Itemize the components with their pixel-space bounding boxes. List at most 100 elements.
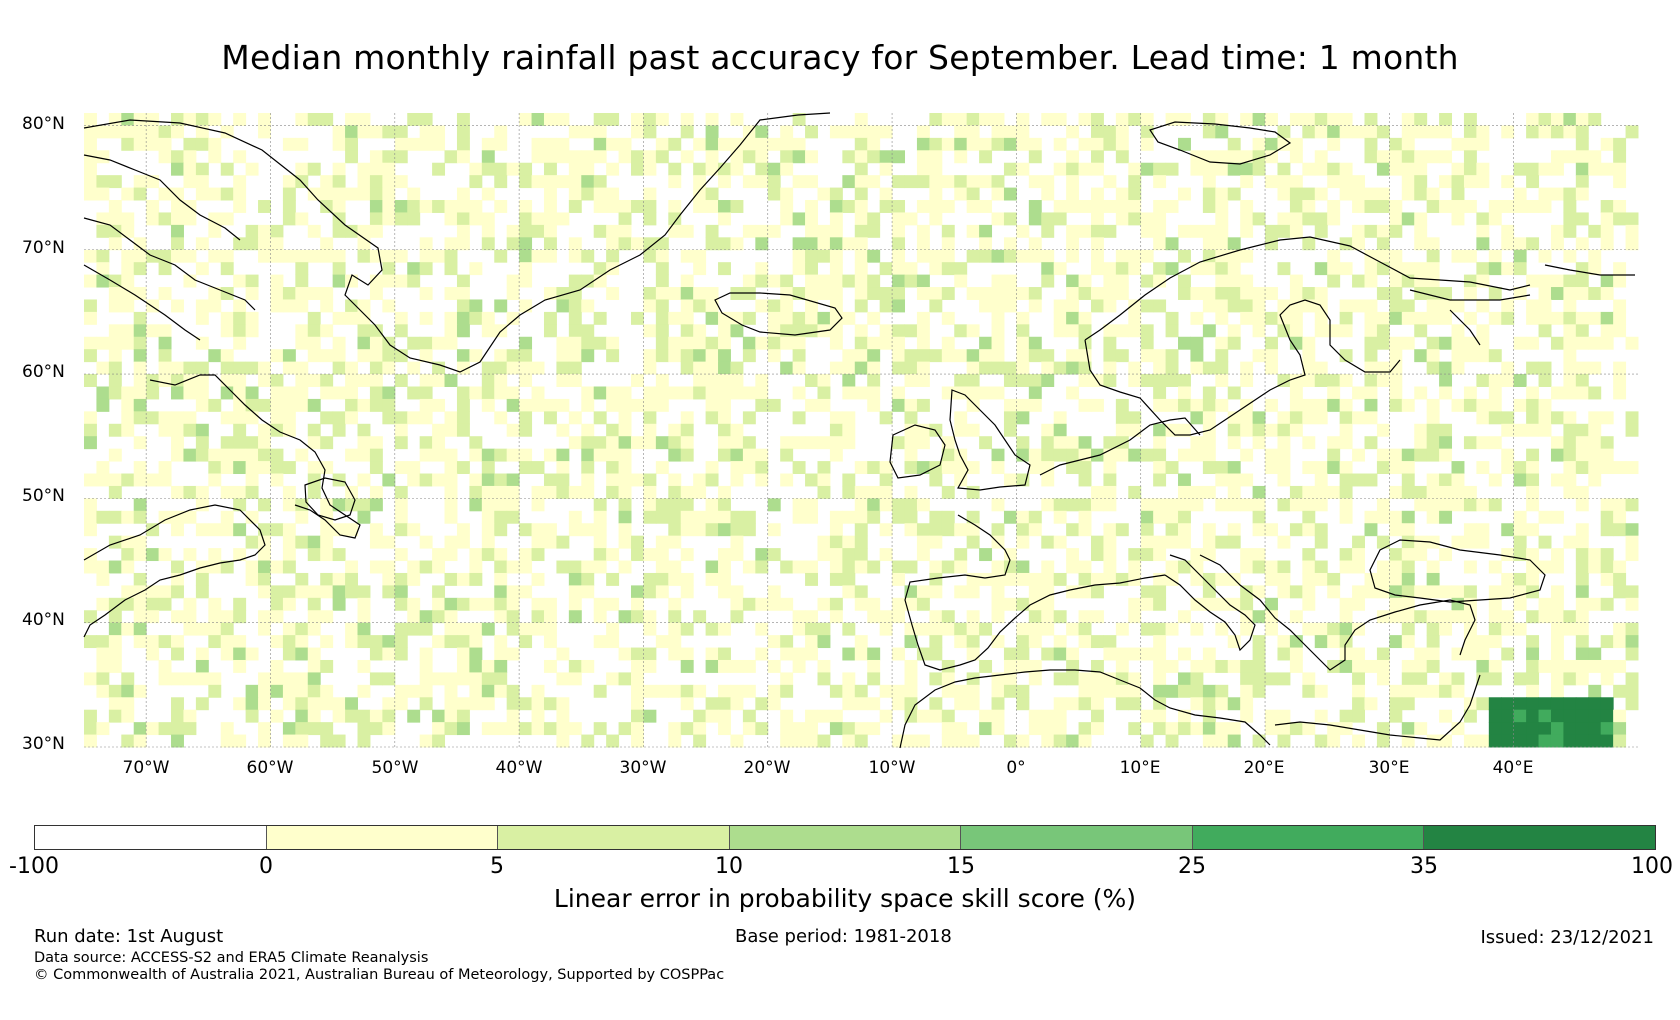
skill-cell [1439,610,1453,624]
skill-cell [506,610,520,624]
skill-cell [195,659,209,673]
skill-cell [1053,448,1067,462]
skill-cell [320,548,334,562]
skill-cell [357,473,371,487]
skill-cell [1364,187,1378,201]
skill-cell [1153,386,1167,400]
skill-cell [1028,722,1042,736]
skill-cell [593,597,607,611]
skill-cell [1538,311,1552,325]
skill-cell [1439,622,1453,636]
skill-cell [233,423,247,437]
skill-cell [332,585,346,599]
skill-cell [1128,448,1142,462]
skill-cell [543,485,557,499]
skill-cell [469,162,483,176]
skill-cell [929,635,943,649]
skill-cell [407,560,421,574]
skill-cell [133,411,147,425]
skill-cell [444,336,458,350]
skill-cell [345,560,359,574]
skill-cell [407,523,421,537]
skill-cell [1376,125,1390,139]
skill-cell [108,212,122,226]
skill-cell [1066,647,1080,661]
skill-cell [1090,485,1104,499]
skill-cell [1426,274,1440,288]
skill-cell [693,485,707,499]
skill-cell [195,361,209,375]
skill-cell [1476,175,1490,189]
skill-cell [543,722,557,736]
skill-cell [568,672,582,686]
skill-cell [1066,249,1080,263]
skill-cell [916,200,930,213]
skill-cell [121,548,135,562]
skill-cell [1227,734,1241,748]
skill-cell [1265,398,1278,412]
skill-cell [1550,150,1564,164]
skill-cell [966,622,980,636]
skill-cell [121,299,135,313]
skill-cell [979,237,993,251]
skill-cell [1414,262,1428,276]
skill-cell [892,224,906,238]
skill-cell [1016,125,1030,139]
skill-cell [270,374,284,387]
skill-cell [916,150,930,164]
skill-cell [1501,374,1515,387]
skill-cell [668,734,682,748]
skill-cell [966,224,980,238]
skill-cell [904,274,918,288]
skill-cell [817,535,831,549]
skill-cell [84,311,97,325]
skill-cell [829,436,843,450]
skill-cell [531,622,545,636]
skill-cell [817,548,831,562]
skill-cell [270,473,284,487]
skill-cell [556,722,570,736]
skill-cell [1401,262,1415,276]
skill-cell [829,237,843,251]
skill-cell [1128,113,1142,126]
skill-cell [506,622,520,636]
skill-cell [233,324,247,338]
skill-cell [606,461,620,475]
skill-cell [1314,113,1328,126]
skill-cell [1178,113,1191,126]
skill-cell [258,398,271,412]
skill-cell [1289,411,1303,425]
skill-cell [407,212,421,226]
skill-cell [1613,659,1627,673]
skill-cell [916,585,930,599]
skill-cell [718,386,731,400]
skill-cell [1289,423,1303,437]
skill-cell [1265,150,1278,164]
skill-cell [1600,212,1614,226]
skill-cell [1314,411,1328,425]
skill-cell [1327,374,1341,387]
skill-cell [1352,585,1365,599]
skill-cell [469,659,483,673]
skill-cell [1352,187,1365,201]
skill-cell [270,249,284,263]
skill-cell [1227,324,1241,338]
skill-cell [1550,411,1564,425]
skill-cell [1426,187,1440,201]
skill-cell [444,672,458,686]
skill-cell [966,249,980,263]
skill-cell [494,361,508,375]
skill-cell [519,262,533,276]
skill-cell [1588,734,1602,748]
skill-cell [1463,610,1477,624]
skill-cell [829,448,843,462]
skill-cell [382,274,396,288]
skill-cell [332,361,346,375]
lat-label-60n: 60°N [22,362,65,382]
skill-cell [481,473,495,487]
skill-cell [1153,510,1167,524]
skill-cell [1078,274,1092,288]
skill-cell [1302,585,1316,599]
skill-cell [1588,473,1602,487]
skill-cell [668,510,682,524]
